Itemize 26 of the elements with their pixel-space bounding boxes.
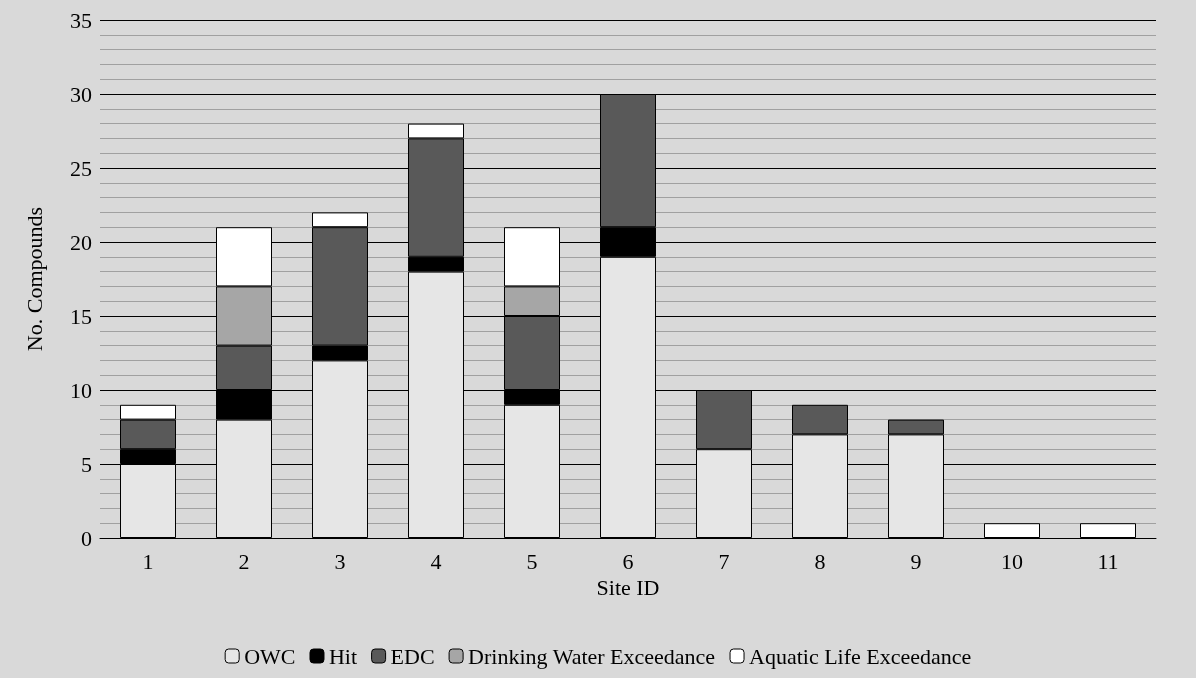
x-tick-label: 8 [814, 548, 826, 574]
y-axis-title: No. Compounds [21, 206, 47, 352]
y-tick-label: 0 [81, 525, 92, 551]
y-tick-label: 20 [70, 229, 92, 255]
x-tick-label: 9 [910, 548, 922, 574]
x-axis-title: Site ID [596, 575, 660, 601]
x-tick-label: 10 [1001, 548, 1023, 574]
x-tick-label: 4 [430, 548, 442, 574]
x-tick-label: 2 [238, 548, 250, 574]
legend-label: Hit [328, 643, 358, 669]
y-tick-label: 10 [70, 377, 92, 403]
x-tick-label: 6 [622, 548, 634, 574]
legend-label: OWC [244, 643, 296, 669]
x-tick-label: 1 [142, 548, 154, 574]
y-tick-label: 15 [70, 303, 92, 329]
x-tick-label: 7 [718, 548, 730, 574]
y-tick-label: 5 [81, 451, 92, 477]
legend-label: Drinking Water Exceedance [468, 643, 716, 669]
x-tick-label: 3 [334, 548, 346, 574]
y-tick-label: 30 [70, 81, 92, 107]
legend-label: Aquatic Life Exceedance [749, 643, 972, 669]
y-tick-label: 25 [70, 155, 92, 181]
legend-label: EDC [390, 643, 435, 669]
x-tick-label: 11 [1097, 548, 1119, 574]
x-tick-label: 5 [526, 548, 538, 574]
y-tick-label: 35 [70, 7, 92, 33]
